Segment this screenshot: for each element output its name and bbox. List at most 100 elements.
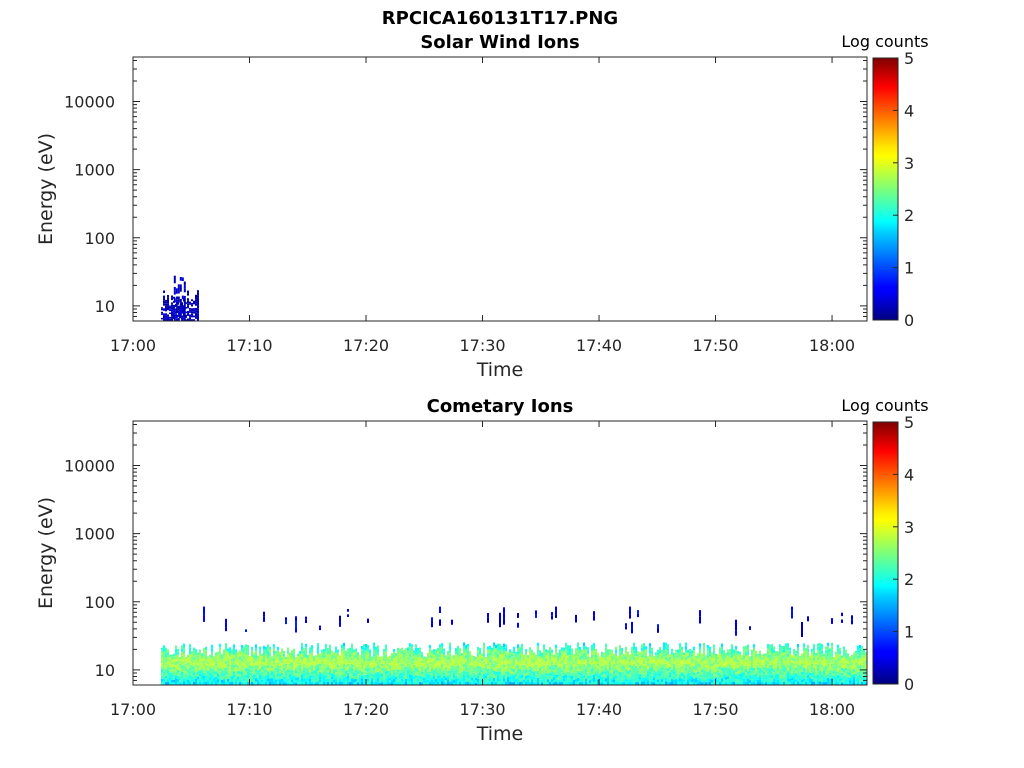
spectrogram-cell xyxy=(629,674,631,678)
spectrogram-cell xyxy=(209,654,211,658)
spectrogram-cell xyxy=(355,682,357,685)
spectrogram-cell xyxy=(713,678,715,682)
spectrogram-cell xyxy=(295,678,297,681)
spectrogram-cell xyxy=(441,660,443,665)
spectrogram-cell xyxy=(855,662,857,666)
spectrogram-cell xyxy=(175,675,177,679)
spectrogram-cell xyxy=(319,671,321,675)
spectrogram-cell xyxy=(289,682,291,685)
spectrogram-cell xyxy=(211,668,213,672)
spectrogram-cell xyxy=(495,678,497,682)
spectrogram-cell xyxy=(329,671,331,675)
spectrogram-cell xyxy=(165,313,167,316)
spectrogram-cell xyxy=(405,666,407,670)
spectrogram-cell xyxy=(853,657,855,661)
spectrogram-cell xyxy=(487,665,489,669)
spectrogram-cell xyxy=(467,671,469,675)
spectrogram-cell xyxy=(271,668,273,671)
spectrogram-cell xyxy=(565,678,567,682)
spectrogram-cell xyxy=(533,679,535,683)
spectrogram-cell xyxy=(661,664,663,668)
spectrogram-cell xyxy=(273,651,275,655)
spectrogram-cell xyxy=(175,315,178,319)
spectrogram-cell xyxy=(513,669,515,673)
x-tick-label: 17:30 xyxy=(459,336,505,355)
spectrogram-cell xyxy=(225,671,227,675)
spectrogram-cell xyxy=(181,645,183,649)
spectrogram-cell xyxy=(397,647,399,651)
spectrogram-cell xyxy=(553,657,555,660)
spectrogram-cell xyxy=(201,658,203,662)
spectrogram-cell xyxy=(391,671,393,675)
spectrogram-cell xyxy=(323,667,325,671)
spectrogram-cell xyxy=(457,655,459,659)
spectrogram-cell xyxy=(235,664,237,668)
spectrogram-cell xyxy=(465,661,467,666)
spectrogram-cell xyxy=(321,649,323,653)
spectrogram-cell xyxy=(191,304,193,307)
spectrogram-cell xyxy=(661,667,663,671)
spectrogram-cell xyxy=(739,665,741,669)
spectrogram-cell xyxy=(455,663,457,667)
spectrogram-cell xyxy=(601,665,603,669)
spectrogram-cell xyxy=(819,650,821,654)
spectrogram-cell xyxy=(251,659,253,663)
spectrogram-cell xyxy=(195,676,197,679)
spectrogram-cell xyxy=(653,680,655,683)
spectrogram-cell xyxy=(787,667,789,672)
spectrogram-cell xyxy=(295,666,297,669)
spectrogram-cell xyxy=(417,657,419,661)
spectrogram-cell xyxy=(497,647,499,651)
spectrogram-cell xyxy=(233,668,235,672)
spectrogram-cell xyxy=(259,669,261,673)
spectrogram-cell xyxy=(401,672,403,676)
spectrogram-cell xyxy=(725,655,727,659)
spectrogram-cell xyxy=(641,647,643,652)
spectrogram-cell xyxy=(261,674,263,678)
spectrogram-cell xyxy=(747,654,749,659)
spectrogram-cell xyxy=(281,663,283,667)
spectrogram-cell xyxy=(289,668,291,672)
spectrogram-cell xyxy=(561,672,563,676)
spectrogram-cell xyxy=(197,663,199,666)
spectrogram-cell xyxy=(265,662,267,666)
spectrogram-cell xyxy=(381,665,383,669)
spectrogram-cell xyxy=(833,680,835,683)
spectrogram-cell xyxy=(207,682,209,685)
spectrogram-cell xyxy=(503,647,505,651)
spectrogram-cell xyxy=(701,679,703,683)
spectrogram-cell xyxy=(645,665,647,669)
spectrogram-cell xyxy=(635,675,637,679)
spectrogram-cell xyxy=(263,662,265,666)
spectrogram-cell xyxy=(605,678,607,682)
spectrogram-cell xyxy=(531,670,533,674)
spectrogram-cell xyxy=(311,655,313,659)
spectrogram-cell xyxy=(163,295,165,299)
spectrogram-cell xyxy=(175,645,177,649)
spectrogram-cell xyxy=(647,656,649,659)
spectrogram-cell xyxy=(803,681,805,685)
spectrogram-cell xyxy=(557,671,559,675)
spectrogram-cell xyxy=(301,642,303,647)
spectrogram-cell xyxy=(473,677,475,681)
spectrogram-cell xyxy=(759,650,761,654)
spectrogram-cell xyxy=(733,655,735,659)
spectrogram-cell xyxy=(359,680,361,683)
spectrogram-cell xyxy=(231,679,233,683)
spectrogram-cell xyxy=(637,656,639,660)
spectrogram-cell xyxy=(681,650,683,654)
spectrogram-cell xyxy=(417,651,419,655)
spectrogram-cell xyxy=(343,649,345,654)
spectrogram-cell xyxy=(433,682,435,685)
spectrogram-cell xyxy=(461,653,463,656)
spectrogram-cell xyxy=(699,667,701,672)
spectrogram-cell xyxy=(193,666,195,670)
spectrogram-cell xyxy=(177,672,179,676)
spectrogram-cell xyxy=(247,681,249,685)
spectrogram-cell xyxy=(629,679,631,683)
spectrogram-cell xyxy=(677,652,679,656)
spectrogram-cell xyxy=(587,681,589,685)
spectrogram-cell xyxy=(433,670,435,673)
spectrogram-cell xyxy=(353,676,355,680)
spectrogram-cell xyxy=(501,652,503,656)
